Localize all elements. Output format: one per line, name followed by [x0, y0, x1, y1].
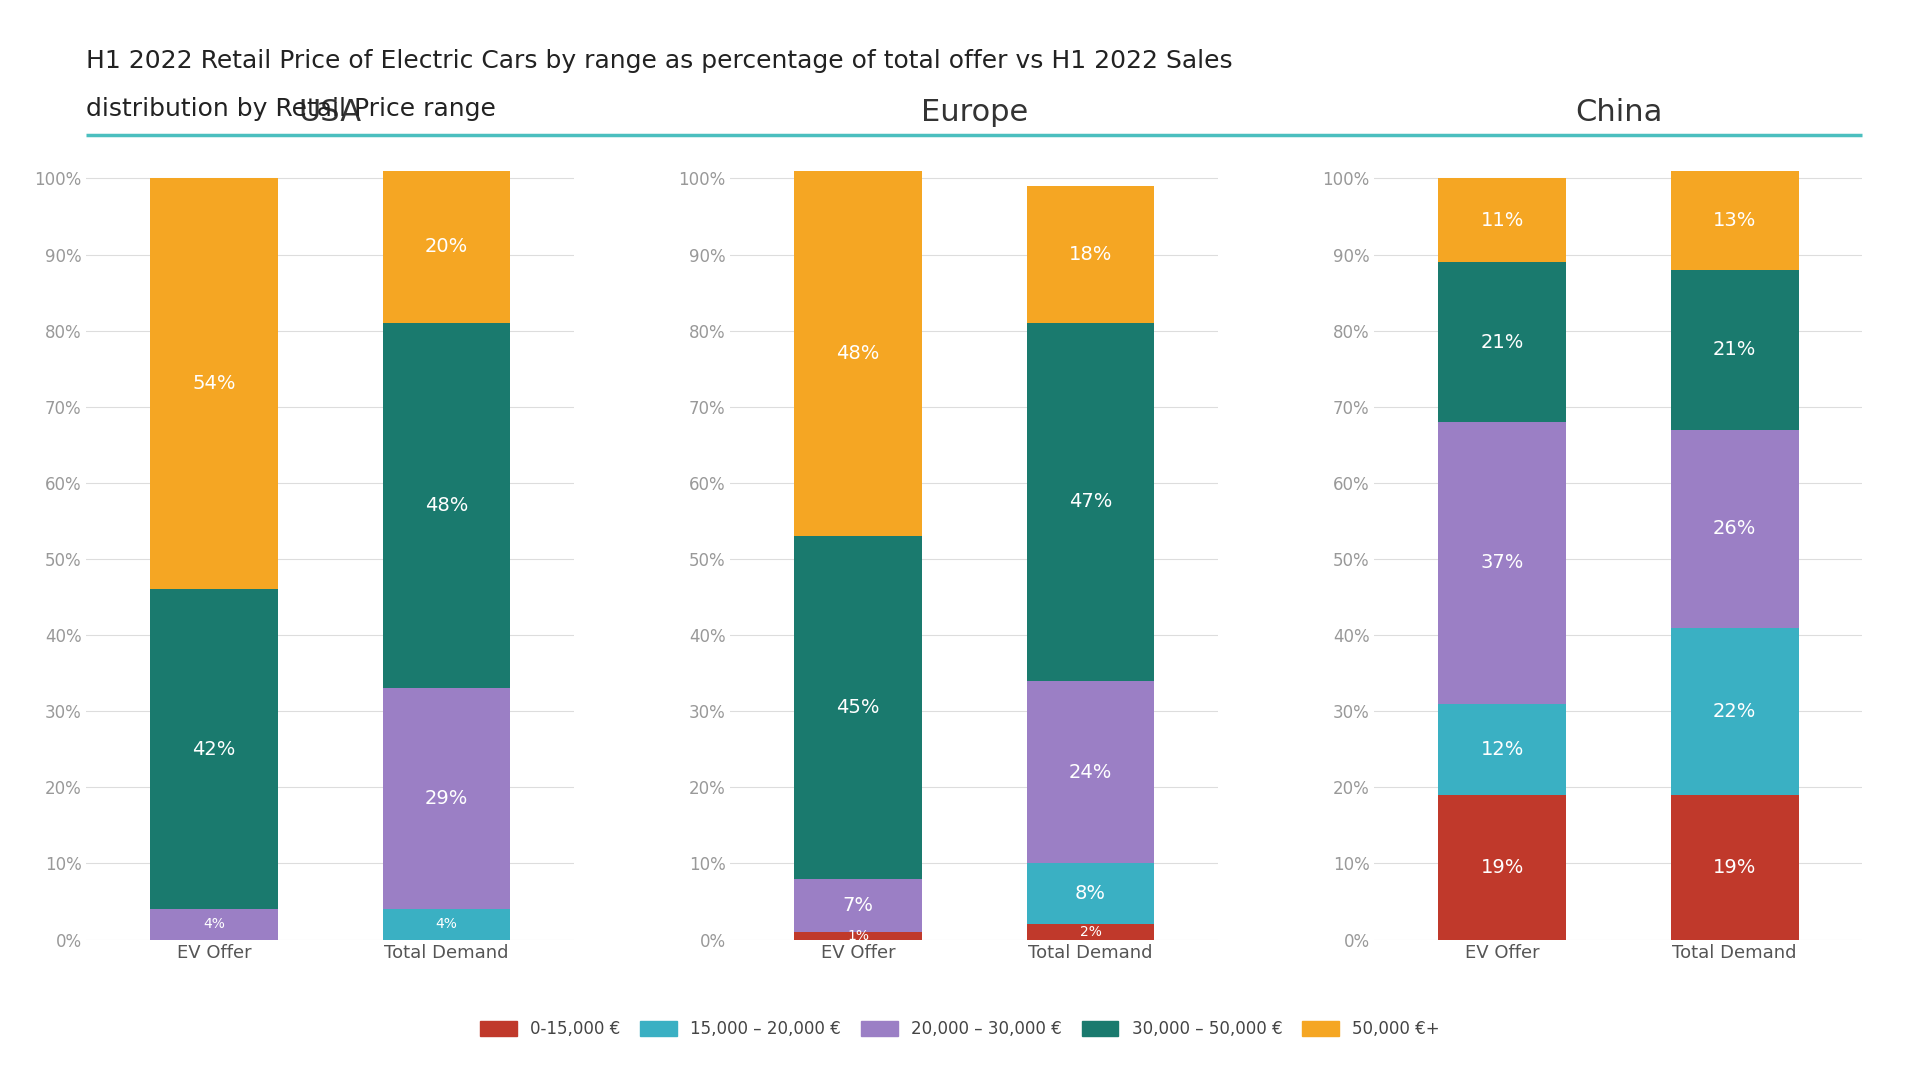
Text: 13%: 13% — [1713, 211, 1757, 230]
Bar — [382, 171, 511, 323]
Text: 8%: 8% — [1075, 885, 1106, 904]
Text: 20%: 20% — [424, 238, 468, 256]
Bar — [1027, 186, 1154, 323]
Bar — [1438, 704, 1567, 795]
Bar — [795, 171, 922, 536]
Text: distribution by Retail Price range: distribution by Retail Price range — [86, 97, 495, 121]
Text: 47%: 47% — [1069, 492, 1112, 512]
Bar — [1027, 924, 1154, 940]
Title: China: China — [1574, 98, 1663, 127]
Text: 54%: 54% — [192, 375, 236, 393]
Bar — [382, 688, 511, 909]
Title: USA: USA — [300, 98, 361, 127]
Bar — [795, 879, 922, 932]
Text: 2%: 2% — [1079, 924, 1102, 939]
Text: 21%: 21% — [1480, 333, 1524, 352]
Bar — [1027, 323, 1154, 680]
Bar — [1670, 430, 1799, 627]
Bar — [1438, 795, 1567, 940]
Bar — [382, 909, 511, 940]
Text: 11%: 11% — [1480, 211, 1524, 230]
Bar — [1438, 422, 1567, 704]
Text: 12%: 12% — [1480, 740, 1524, 759]
Bar — [795, 536, 922, 879]
Text: 37%: 37% — [1480, 553, 1524, 572]
Text: 48%: 48% — [424, 496, 468, 515]
Bar — [150, 590, 278, 909]
Text: 19%: 19% — [1480, 858, 1524, 877]
Text: 18%: 18% — [1069, 245, 1112, 265]
Text: 22%: 22% — [1713, 702, 1757, 720]
Bar — [1670, 270, 1799, 430]
Text: 45%: 45% — [837, 698, 879, 717]
Text: 26%: 26% — [1713, 519, 1757, 538]
Bar — [150, 909, 278, 940]
Text: 29%: 29% — [424, 789, 468, 808]
Text: 4%: 4% — [436, 917, 457, 931]
Bar — [1027, 864, 1154, 924]
Bar — [1670, 795, 1799, 940]
Title: Europe: Europe — [922, 98, 1027, 127]
Text: 24%: 24% — [1069, 762, 1112, 782]
Bar — [1670, 171, 1799, 270]
Text: 21%: 21% — [1713, 340, 1757, 360]
Text: 4%: 4% — [204, 917, 225, 931]
Bar — [1438, 262, 1567, 422]
Text: 48%: 48% — [837, 345, 879, 363]
Legend: 0-15,000 €, 15,000 – 20,000 €, 20,000 – 30,000 €, 30,000 – 50,000 €, 50,000 €+: 0-15,000 €, 15,000 – 20,000 €, 20,000 – … — [474, 1013, 1446, 1044]
Text: 19%: 19% — [1713, 858, 1757, 877]
Bar — [1438, 178, 1567, 262]
Bar — [382, 323, 511, 688]
Bar — [795, 932, 922, 940]
Bar — [1670, 627, 1799, 795]
Bar — [1027, 680, 1154, 864]
Text: 42%: 42% — [192, 740, 236, 759]
Text: 7%: 7% — [843, 895, 874, 915]
Text: 1%: 1% — [847, 929, 870, 943]
Text: H1 2022 Retail Price of Electric Cars by range as percentage of total offer vs H: H1 2022 Retail Price of Electric Cars by… — [86, 49, 1233, 72]
Bar — [150, 178, 278, 590]
